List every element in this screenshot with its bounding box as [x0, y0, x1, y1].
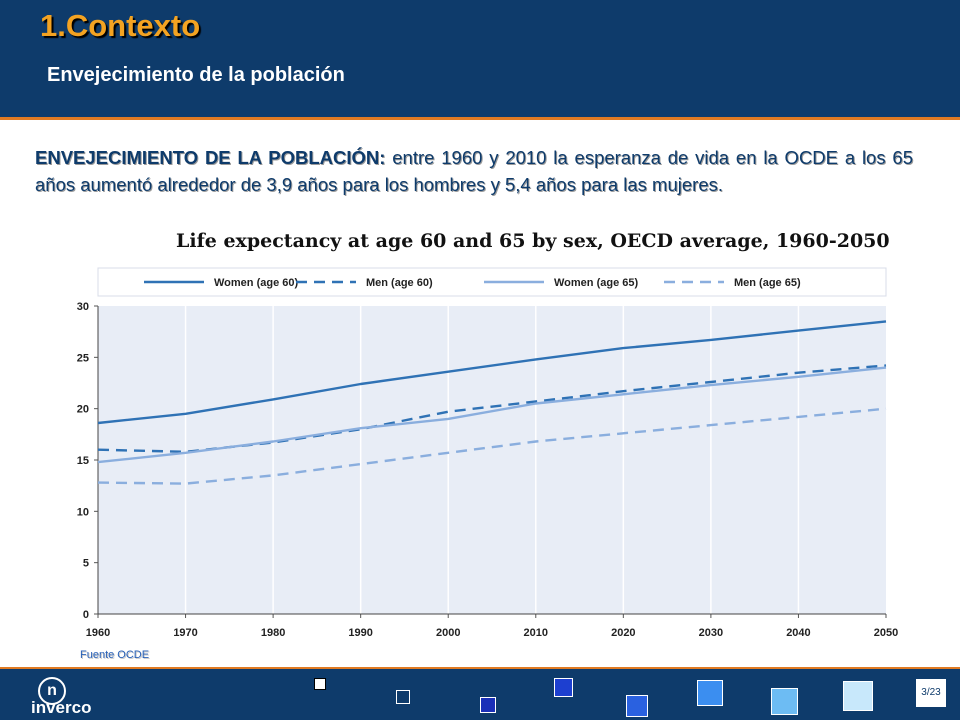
decor-square-5: [626, 695, 648, 717]
y-tick-label: 5: [83, 558, 89, 570]
plot-area: [98, 306, 886, 614]
header-bar: 1.Contexto Envejecimiento de la població…: [0, 0, 960, 117]
slide-title: 1.Contexto: [40, 8, 201, 43]
legend-label-2: Men (age 60): [366, 277, 433, 289]
x-tick-label: 2020: [611, 627, 635, 639]
decor-square-3: [480, 697, 496, 713]
y-tick-label: 25: [77, 352, 89, 364]
y-tick-label: 30: [77, 301, 89, 313]
y-tick-label: 0: [83, 609, 89, 621]
x-tick-label: 2040: [786, 627, 810, 639]
decor-square-1: [314, 678, 326, 690]
decor-square-8: [843, 681, 873, 711]
inverco-logo-icon: n: [38, 677, 66, 705]
footer-divider: [0, 667, 960, 669]
source-note: Fuente OCDE: [80, 649, 150, 661]
slide-subtitle: Envejecimiento de la población: [47, 64, 345, 86]
intro-paragraph: ENVEJECIMIENTO DE LA POBLACIÓN: entre 19…: [35, 144, 913, 198]
x-tick-label: 2000: [436, 627, 460, 639]
inverco-logo-text: inverco: [31, 698, 92, 717]
line-chart: 1960 1970 1980 1990 2000 2010 2020 2030 2040 2050…: [77, 267, 898, 639]
decor-square-4: [554, 678, 573, 697]
intro-bold: ENVEJECIMIENTO DE LA POBLACIÓN:: [35, 147, 386, 168]
x-tick-label: 1980: [261, 627, 285, 639]
decor-square-2: [396, 690, 410, 704]
x-tick-label: 1960: [86, 627, 110, 639]
decor-square-6: [697, 680, 723, 706]
x-tick-label: 1970: [173, 627, 197, 639]
decor-square-7: [771, 688, 798, 715]
header-divider: [0, 117, 960, 120]
legend-label-3: Women (age 65): [554, 277, 638, 289]
x-tick-label: 1990: [348, 627, 372, 639]
series-line-1: [97, 320, 887, 425]
x-tick-label: 2010: [524, 627, 548, 639]
series-line-3: [97, 366, 887, 464]
chart-title: Life expectancy at age 60 and 65 by sex,…: [176, 230, 890, 252]
y-tick-label: 10: [77, 506, 89, 518]
y-tick-label: 20: [77, 404, 89, 416]
intro-text: entre 1960 y 2010 la esperanza de vida e…: [35, 147, 913, 195]
x-tick-label: 2030: [699, 627, 723, 639]
x-tick-label: 2050: [874, 627, 898, 639]
legend-label-4: Men (age 65): [734, 277, 801, 289]
y-tick-label: 15: [77, 455, 89, 467]
page-number: 3/23: [916, 679, 946, 707]
legend-label-1: Women (age 60): [214, 277, 298, 289]
series-line-4: [97, 407, 887, 485]
